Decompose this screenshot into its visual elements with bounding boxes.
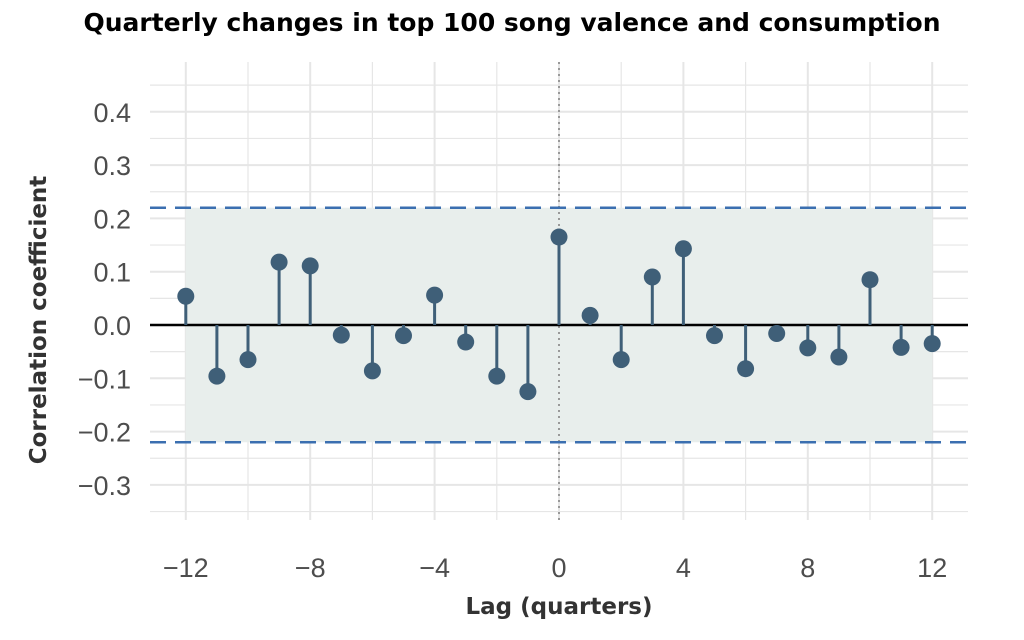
y-axis-title: Correlation coefficient [26,176,52,465]
y-tick-label: 0.1 [93,258,131,288]
stem-point [177,287,195,305]
stem-point [706,327,723,345]
stem-point [332,326,350,344]
y-tick-label: −0.2 [78,418,131,448]
x-tick-label: −12 [163,553,209,583]
stem-point [612,351,630,369]
y-tick-label: 0.2 [93,204,131,234]
stem-point [737,360,755,378]
x-axis-title: Lag (quarters) [466,594,653,620]
stem-point [768,325,786,343]
x-tick-label: 0 [551,553,566,583]
x-tick-label: −4 [419,553,450,583]
stem-point [426,286,444,304]
stem-point [923,335,941,353]
stem-point [830,348,848,366]
y-tick-label: 0.4 [93,98,131,128]
x-tick-label: 4 [676,553,691,583]
stem-point [892,338,910,356]
y-tick-label: 0.3 [93,151,131,181]
stem-point [363,362,381,380]
stem-point [301,257,319,275]
stem-point [488,367,506,385]
y-tick-labels: 0.4 0.3 0.2 0.1 0.0 −0.1 −0.2 −0.3 [78,98,131,501]
y-tick-label: −0.3 [78,471,131,501]
stem-point [550,228,568,246]
x-tick-label: 8 [800,553,815,583]
y-tick-label: 0.0 [93,311,131,341]
stem-point [581,306,599,324]
stem-point [239,351,257,369]
stem-point [861,271,879,289]
x-tick-label: 12 [917,553,947,583]
chart-title: Quarterly changes in top 100 song valenc… [83,8,941,37]
stem-point [395,327,412,345]
stem-point [208,367,226,385]
stem-point [674,240,692,258]
y-tick-label: −0.1 [78,364,131,394]
x-tick-labels: −12 −8 −4 0 4 8 12 [163,553,947,583]
stem-point [799,339,817,357]
stem-point [643,268,661,286]
stem-point [270,253,288,271]
x-tick-label: −8 [295,553,326,583]
stem-point [519,383,537,401]
stems [177,228,941,401]
stem-point [457,333,475,351]
